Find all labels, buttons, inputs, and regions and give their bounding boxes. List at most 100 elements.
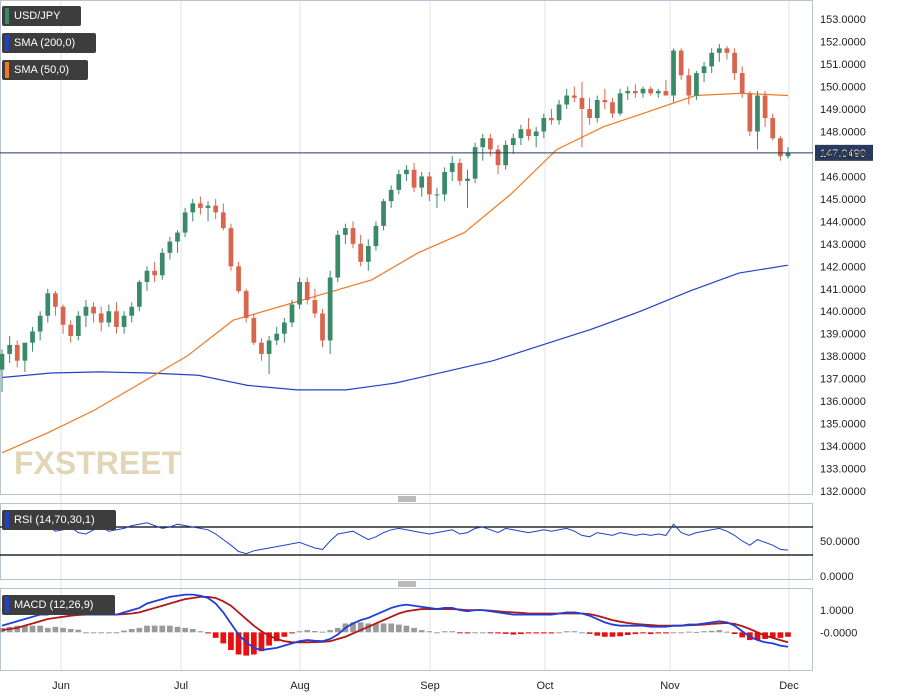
- macd-histogram-bar: [44, 627, 51, 633]
- macd-histogram-bar: [98, 632, 105, 634]
- candle: [442, 171, 447, 195]
- candle: [755, 95, 760, 132]
- candle: [373, 225, 379, 247]
- macd-histogram-bar: [128, 629, 135, 633]
- macd-histogram-bar: [624, 632, 631, 635]
- rsi-line: [1, 522, 789, 555]
- macd-histogram-bar: [586, 632, 593, 634]
- candle: [83, 306, 89, 316]
- time-axis: Jun Jul Aug Sep Oct Nov Dec: [52, 680, 799, 692]
- macd-histogram-bar: [182, 627, 189, 633]
- macd-histogram-bar: [304, 630, 311, 633]
- macd-histogram-bar: [663, 632, 669, 634]
- sma200-line: [1, 264, 789, 391]
- macd-histogram-bar: [640, 632, 646, 634]
- candle: [655, 91, 661, 94]
- candle: [381, 201, 386, 226]
- candle: [365, 246, 371, 262]
- x-tick-label: Jun: [52, 680, 70, 692]
- candle: [571, 95, 577, 98]
- macd-swatch: [5, 597, 9, 613]
- candle: [549, 117, 554, 121]
- candle: [213, 205, 219, 213]
- candle: [488, 138, 493, 150]
- macd-histogram-bar: [556, 632, 562, 634]
- price-series: 147.0490: [0, 43, 873, 454]
- macd-histogram-bar: [403, 625, 410, 633]
- pane-resize-handle[interactable]: [398, 496, 416, 502]
- candle: [610, 102, 615, 114]
- legend-sma50[interactable]: SMA (50,0): [2, 60, 88, 80]
- rsi-y-tick-label: 0.0000: [820, 571, 854, 583]
- macd-histogram-bar: [357, 622, 364, 633]
- macd-histogram-bar: [235, 632, 242, 655]
- macd-histogram-bar: [685, 631, 692, 633]
- candle: [617, 93, 623, 114]
- macd-histogram-bar: [250, 632, 257, 655]
- candle: [503, 144, 509, 166]
- candle: [465, 178, 470, 181]
- macd-histogram-bar: [647, 632, 654, 635]
- macd-histogram-bar: [37, 625, 44, 633]
- candle: [0, 353, 5, 370]
- candle: [121, 315, 127, 327]
- candle: [167, 241, 173, 253]
- macd-histogram-bar: [29, 625, 36, 633]
- candle: [747, 93, 753, 132]
- macd-histogram-bar: [319, 631, 326, 633]
- macd-histogram-bar: [273, 632, 280, 642]
- y-tick-label: 132.0000: [820, 486, 866, 498]
- pane-resize-handle[interactable]: [398, 581, 416, 587]
- macd-histogram-bar: [601, 632, 608, 637]
- rsi-series: 50.0000 0.0000: [0, 522, 860, 583]
- candle: [739, 73, 745, 94]
- candle: [640, 88, 646, 94]
- candle: [686, 75, 692, 96]
- macd-line: [1, 593, 789, 651]
- macd-histogram-bar: [228, 632, 234, 651]
- macd-histogram-bar: [312, 630, 318, 633]
- candle: [22, 342, 28, 361]
- candle: [129, 306, 135, 316]
- candle: [518, 129, 524, 139]
- candle: [228, 228, 234, 267]
- sma200-swatch: [5, 35, 9, 51]
- main-pane: [0, 0, 813, 494]
- y-tick-label: 152.0000: [820, 37, 866, 49]
- y-tick-label: 146.0000: [820, 171, 866, 183]
- candle: [388, 189, 394, 202]
- macd-histogram-bar: [205, 632, 211, 634]
- macd-histogram-bar: [487, 632, 494, 634]
- y-tick-label: 136.0000: [820, 396, 866, 408]
- candle: [495, 149, 501, 166]
- macd-histogram-bar: [14, 625, 21, 633]
- fxstreet-watermark: FXSTREET: [14, 445, 182, 481]
- y-tick-label: 141.0000: [820, 284, 866, 296]
- candle: [625, 91, 631, 94]
- price-axis: 132.0000 133.0000 134.0000 135.0000 136.0000…: [820, 14, 866, 498]
- legend-macd-label: MACD (12,26,9): [14, 599, 94, 611]
- candle: [716, 48, 722, 53]
- candle: [579, 97, 585, 110]
- candle: [266, 340, 272, 354]
- macd-histogram-bar: [174, 626, 181, 633]
- macd-histogram-bar: [533, 632, 540, 634]
- candle: [785, 152, 791, 157]
- candle: [182, 212, 188, 233]
- legend-sma200-label: SMA (200,0): [14, 37, 76, 49]
- legend-macd[interactable]: MACD (12,26,9): [2, 595, 115, 615]
- macd-histogram-bar: [655, 632, 662, 634]
- macd-histogram-bar: [52, 626, 59, 633]
- macd-histogram-bar: [609, 632, 616, 637]
- legend-usdjpy[interactable]: USD/JPY: [2, 6, 81, 26]
- legend-rsi-label: RSI (14,70,30,1): [14, 514, 95, 526]
- legend-rsi[interactable]: RSI (14,70,30,1): [2, 510, 116, 530]
- candle: [68, 324, 74, 336]
- macd-histogram-bar: [136, 627, 143, 633]
- macd-histogram-bar: [266, 632, 272, 646]
- candle: [312, 300, 318, 314]
- legend-sma200[interactable]: SMA (200,0): [2, 33, 96, 53]
- candle: [190, 203, 196, 213]
- macd-signal-line: [1, 595, 789, 644]
- macd-histogram-bar: [90, 632, 97, 634]
